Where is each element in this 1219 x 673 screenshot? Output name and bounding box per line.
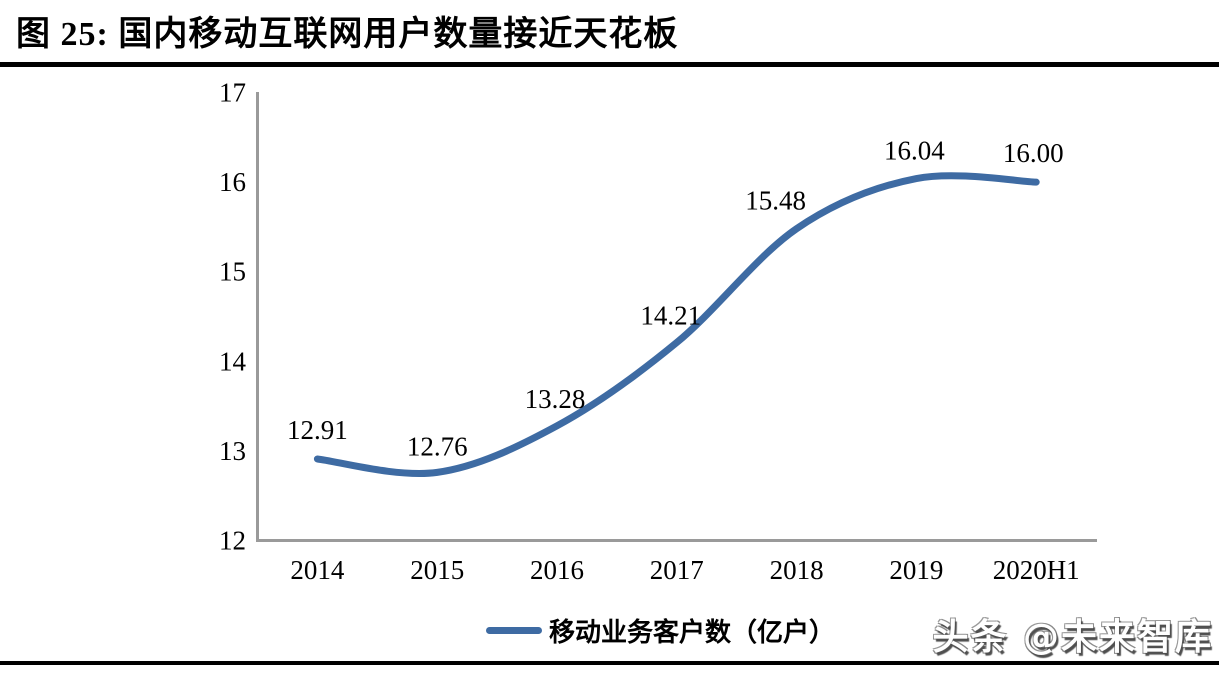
y-tick-label: 17 (219, 78, 246, 108)
legend-series-label: 移动业务客户数（亿户） (548, 618, 835, 647)
watermark-text: 头条 @未来智库 (932, 617, 1213, 658)
y-tick-label: 12 (219, 526, 246, 556)
figure-title: 图 25: 国内移动互联网用户数量接近天花板 (16, 16, 679, 53)
y-tick-label: 13 (219, 436, 246, 466)
x-axis-label: 2018 (770, 555, 824, 585)
data-label: 14.21 (640, 300, 701, 330)
x-axis-label: 2014 (290, 555, 345, 585)
title-underline-rule (0, 62, 1219, 67)
data-label: 12.91 (287, 415, 348, 445)
legend-line-swatch (485, 627, 542, 634)
chart-legend: 移动业务客户数（亿户） (51, 612, 1219, 649)
data-label: 13.28 (525, 384, 586, 414)
data-label: 16.00 (1003, 138, 1064, 168)
bottom-rule (0, 661, 1219, 665)
data-label: 16.04 (884, 136, 945, 166)
x-axis-label: 2019 (889, 555, 943, 585)
x-axis-label: 2016 (530, 555, 584, 585)
data-label: 12.76 (407, 431, 468, 461)
x-axis-label: 2020H1 (993, 555, 1080, 585)
data-label: 15.48 (745, 186, 806, 216)
y-tick-label: 15 (219, 257, 246, 287)
series-line (313, 172, 1040, 477)
y-tick-label: 14 (219, 346, 247, 376)
x-axis-label: 2017 (650, 555, 704, 585)
x-axis-label: 2015 (410, 555, 464, 585)
y-tick-label: 16 (219, 167, 246, 197)
